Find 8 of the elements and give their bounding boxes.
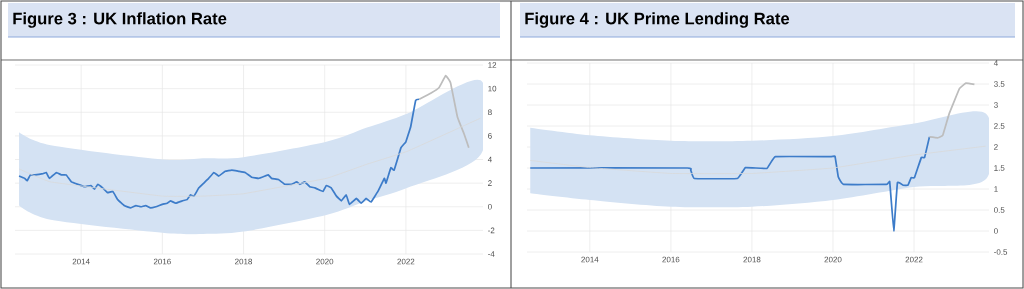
line-series <box>18 117 481 197</box>
line-series <box>418 74 470 149</box>
line-series <box>928 82 976 139</box>
chart-title: Figure 4 : UK Prime Lending Rate <box>525 12 790 28</box>
line-series <box>529 145 987 174</box>
chart-title: Figure 3 : UK Inflation Rate <box>13 12 227 28</box>
line-series <box>18 98 421 209</box>
line-series <box>529 136 931 232</box>
